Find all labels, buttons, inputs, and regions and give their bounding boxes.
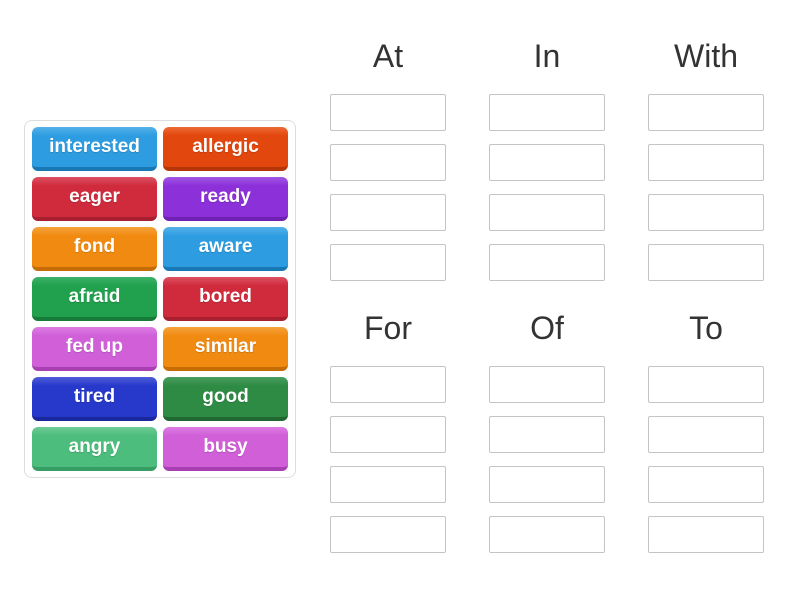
drop-slot[interactable] bbox=[489, 194, 605, 231]
drop-slot[interactable] bbox=[489, 366, 605, 403]
word-tile[interactable]: good bbox=[163, 377, 288, 421]
drop-slot[interactable] bbox=[648, 416, 764, 453]
group-at: At bbox=[330, 30, 446, 294]
drop-slot[interactable] bbox=[330, 94, 446, 131]
word-tile[interactable]: eager bbox=[32, 177, 157, 221]
word-tile[interactable]: tired bbox=[32, 377, 157, 421]
word-tile[interactable]: allergic bbox=[163, 127, 288, 171]
drop-slot[interactable] bbox=[330, 244, 446, 281]
drop-slot[interactable] bbox=[648, 366, 764, 403]
drop-slot[interactable] bbox=[489, 144, 605, 181]
word-tile[interactable]: similar bbox=[163, 327, 288, 371]
group-in: In bbox=[489, 30, 605, 294]
word-tile[interactable]: afraid bbox=[32, 277, 157, 321]
drop-slot[interactable] bbox=[330, 144, 446, 181]
drop-slot[interactable] bbox=[648, 144, 764, 181]
drop-slot[interactable] bbox=[330, 516, 446, 553]
group-for: For bbox=[330, 302, 446, 566]
drop-slot[interactable] bbox=[648, 244, 764, 281]
drop-slot[interactable] bbox=[330, 466, 446, 503]
word-tile[interactable]: busy bbox=[163, 427, 288, 471]
drop-slot[interactable] bbox=[489, 516, 605, 553]
word-tile[interactable]: fond bbox=[32, 227, 157, 271]
group-header: Of bbox=[530, 310, 564, 346]
drop-slot[interactable] bbox=[330, 194, 446, 231]
group-header: For bbox=[364, 310, 412, 346]
drop-slot[interactable] bbox=[489, 94, 605, 131]
drop-slot[interactable] bbox=[489, 416, 605, 453]
word-tile[interactable]: ready bbox=[163, 177, 288, 221]
group-header: To bbox=[689, 310, 723, 346]
word-tile[interactable]: angry bbox=[32, 427, 157, 471]
drop-slot[interactable] bbox=[489, 466, 605, 503]
drop-slot[interactable] bbox=[648, 466, 764, 503]
word-tile[interactable]: bored bbox=[163, 277, 288, 321]
drop-slot[interactable] bbox=[330, 366, 446, 403]
drop-slot[interactable] bbox=[330, 416, 446, 453]
group-header: With bbox=[674, 38, 738, 74]
word-tile[interactable]: fed up bbox=[32, 327, 157, 371]
drop-slot[interactable] bbox=[648, 194, 764, 231]
group-header: At bbox=[372, 38, 404, 74]
group-with: With bbox=[648, 30, 764, 294]
group-header: In bbox=[533, 38, 561, 74]
group-of: Of bbox=[489, 302, 605, 566]
drop-slot[interactable] bbox=[648, 94, 764, 131]
word-tile[interactable]: interested bbox=[32, 127, 157, 171]
drop-slot[interactable] bbox=[489, 244, 605, 281]
drop-slot[interactable] bbox=[648, 516, 764, 553]
word-bank: interested allergic eager ready fond awa… bbox=[24, 120, 296, 478]
group-to: To bbox=[648, 302, 764, 566]
word-tile[interactable]: aware bbox=[163, 227, 288, 271]
